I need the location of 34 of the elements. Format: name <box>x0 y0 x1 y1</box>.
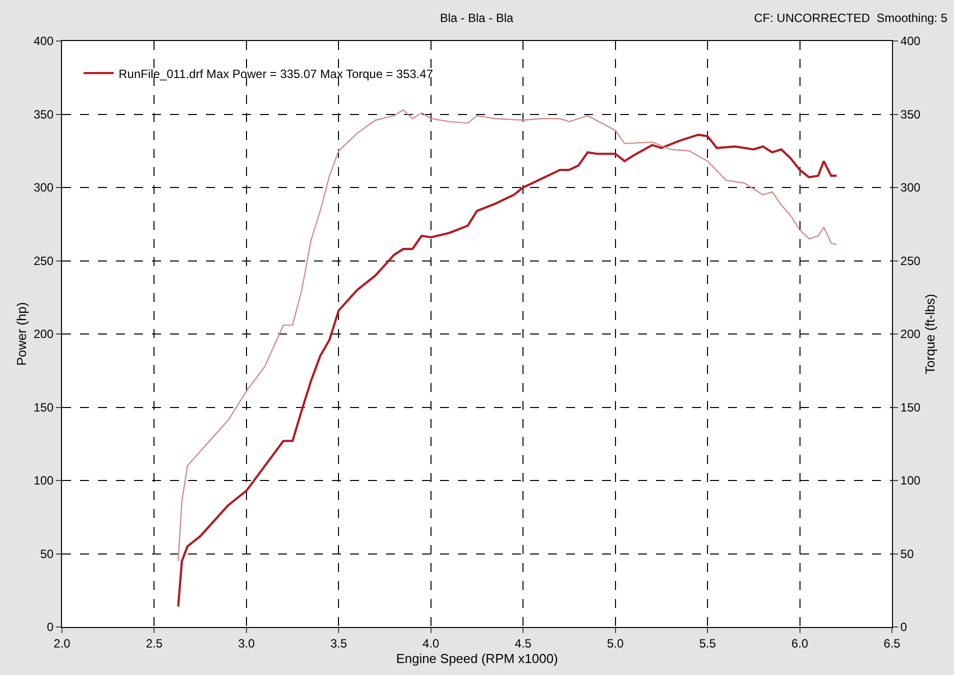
legend-label: RunFile_011.drf Max Power = 335.07 Max Torque = 353.47 <box>118 66 434 81</box>
x-tick-label: 5.5 <box>699 636 716 650</box>
x-tick-label: 2.0 <box>54 636 71 650</box>
x-tick-label: 5.0 <box>606 636 624 650</box>
y2-tick-label: 200 <box>900 327 921 342</box>
y2-tick-label: 100 <box>900 474 921 488</box>
y2-axis-title: Torque (ft-lbs) <box>922 294 938 374</box>
y2-tick-label: 350 <box>900 107 921 122</box>
x-axis-title: Engine Speed (RPM x1000) <box>396 651 558 666</box>
y2-tick-label: 300 <box>900 180 921 195</box>
y-tick-label: 50 <box>40 546 54 561</box>
y2-tick-label: 400 <box>900 34 921 48</box>
y2-tick-label: 0 <box>900 620 908 634</box>
x-tick-label: 6.0 <box>791 636 808 650</box>
x-tick-label: 2.5 <box>146 636 163 650</box>
y2-tick-label: 50 <box>900 546 914 561</box>
y-tick-label: 150 <box>34 400 54 414</box>
y-axis-title: Power (hp) <box>14 302 29 366</box>
y-tick-label: 100 <box>34 474 54 488</box>
y-tick-label: 250 <box>34 254 54 268</box>
y-tick-label: 300 <box>34 180 54 195</box>
x-tick-label: 6.5 <box>884 636 901 650</box>
text: CF: UNCORRECTED Smoothing: 5 <box>754 11 948 25</box>
x-tick-label: 3.0 <box>238 636 256 650</box>
y-tick-label: 350 <box>34 107 54 122</box>
y2-tick-label: 250 <box>900 254 921 268</box>
y-tick-label: 400 <box>34 34 54 48</box>
chart-subtitle: Bla - Bla - Bla <box>440 11 514 25</box>
x-tick-label: 4.5 <box>514 636 532 650</box>
x-tick-label: 3.5 <box>330 636 348 650</box>
y2-tick-label: 150 <box>900 400 921 414</box>
y-tick-label: 200 <box>34 327 54 342</box>
y-tick-label: 0 <box>46 620 54 634</box>
x-tick-label: 4.0 <box>422 636 440 650</box>
